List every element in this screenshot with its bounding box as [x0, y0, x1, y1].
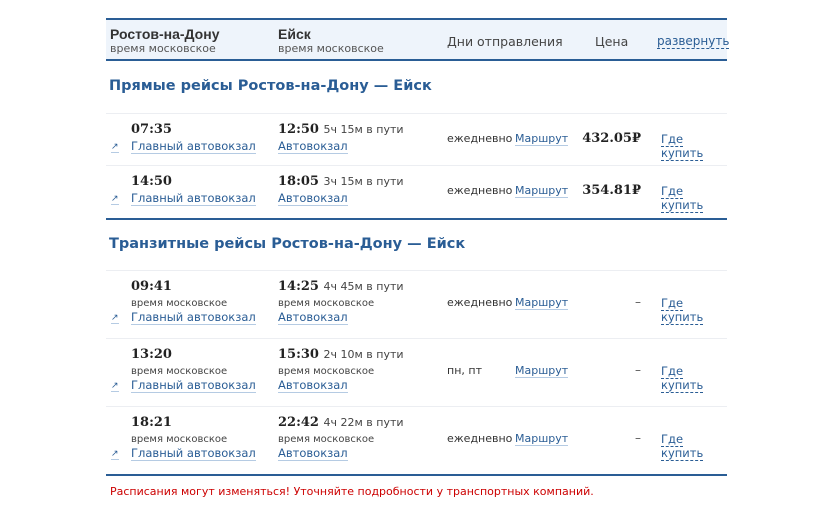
where-to-buy-link[interactable]: Где купить	[661, 364, 704, 393]
trip-duration: 2ч 10м в пути	[323, 348, 404, 361]
arrival-time: 18:05	[278, 174, 319, 189]
schedule-table: Ростов-на-Дону время московское Ейск время…	[106, 18, 730, 476]
route-link[interactable]: Маршрут	[515, 184, 569, 198]
departure-station-link[interactable]: Главный автовокзал	[131, 139, 256, 154]
arrival-time: 12:50	[278, 122, 319, 137]
departure-timezone: время московское	[131, 366, 228, 377]
external-link-icon[interactable]: ↗	[111, 142, 119, 153]
departure-timezone: время московское	[131, 298, 228, 309]
from-timezone: время московское	[110, 42, 216, 55]
route-link[interactable]: Маршрут	[515, 132, 569, 146]
departure-days: ежедневно	[447, 184, 513, 197]
trip-row: 07:35 ↗ Главный автовокзал 12:50 5ч 15м …	[106, 113, 727, 166]
departure-days: ежедневно	[447, 432, 513, 445]
trip-duration: 5ч 15м в пути	[323, 123, 404, 136]
ticket-price: 432.05₽	[582, 131, 641, 146]
expand-link[interactable]: развернуть	[657, 34, 730, 49]
arrival-time: 14:25	[278, 279, 319, 294]
trip-row: 13:20 время московское ↗ Главный автовок…	[106, 338, 727, 407]
trip-duration: 3ч 15м в пути	[323, 175, 404, 188]
route-link[interactable]: Маршрут	[515, 296, 569, 310]
trip-duration: 4ч 22м в пути	[323, 416, 404, 429]
external-link-icon[interactable]: ↗	[111, 194, 119, 205]
days-header: Дни отправления	[447, 34, 563, 49]
departure-days: ежедневно	[447, 132, 513, 145]
where-to-buy-link[interactable]: Где купить	[661, 132, 704, 161]
price-header: Цена	[595, 34, 629, 49]
arrival-station-link[interactable]: Автовокзал	[278, 446, 348, 461]
external-link-icon[interactable]: ↗	[111, 313, 119, 324]
external-link-icon[interactable]: ↗	[111, 381, 119, 392]
arrival-time: 22:42	[278, 415, 319, 430]
trip-row: 14:50 ↗ Главный автовокзал 18:05 3ч 15м …	[106, 165, 727, 218]
section-divider	[106, 474, 727, 476]
arrival-timezone: время московское	[278, 298, 375, 309]
departure-days: ежедневно	[447, 296, 513, 309]
transit-section-title: Транзитные рейсы Ростов-на-Дону — Ейск	[109, 236, 466, 252]
route-link[interactable]: Маршрут	[515, 364, 569, 378]
trip-row: 18:21 время московское ↗ Главный автовок…	[106, 406, 727, 475]
from-city: Ростов-на-Дону	[110, 26, 220, 42]
trip-duration: 4ч 45м в пути	[323, 280, 404, 293]
to-timezone: время московское	[278, 42, 384, 55]
departure-time: 18:21	[131, 415, 172, 430]
departure-station-link[interactable]: Главный автовокзал	[131, 446, 256, 461]
where-to-buy-link[interactable]: Где купить	[661, 184, 704, 213]
direct-section-title: Прямые рейсы Ростов-на-Дону — Ейск	[109, 78, 432, 94]
arrival-station-link[interactable]: Автовокзал	[278, 378, 348, 393]
ticket-price: –	[635, 295, 641, 309]
to-city: Ейск	[278, 26, 311, 42]
where-to-buy-link[interactable]: Где купить	[661, 296, 704, 325]
departure-station-link[interactable]: Главный автовокзал	[131, 378, 256, 393]
departure-time: 13:20	[131, 347, 172, 362]
departure-time: 07:35	[131, 122, 172, 137]
arrival-timezone: время московское	[278, 434, 375, 445]
external-link-icon[interactable]: ↗	[111, 449, 119, 460]
arrival-station-link[interactable]: Автовокзал	[278, 139, 348, 154]
arrival-time: 15:30	[278, 347, 319, 362]
arrival-station-link[interactable]: Автовокзал	[278, 191, 348, 206]
departure-time: 14:50	[131, 174, 172, 189]
section-divider	[106, 218, 727, 220]
schedule-notice: Расписания могут изменяться! Уточняйте п…	[110, 485, 594, 498]
where-to-buy-link[interactable]: Где купить	[661, 432, 704, 461]
trip-row: 09:41 время московское ↗ Главный автовок…	[106, 270, 727, 339]
departure-timezone: время московское	[131, 434, 228, 445]
departure-days: пн, пт	[447, 364, 482, 377]
arrival-station-link[interactable]: Автовокзал	[278, 310, 348, 325]
arrival-timezone: время московское	[278, 366, 375, 377]
ticket-price: –	[635, 431, 641, 445]
departure-station-link[interactable]: Главный автовокзал	[131, 191, 256, 206]
route-link[interactable]: Маршрут	[515, 432, 569, 446]
departure-time: 09:41	[131, 279, 172, 294]
ticket-price: –	[635, 363, 641, 377]
ticket-price: 354.81₽	[582, 183, 641, 198]
table-header: Ростов-на-Дону время московское Ейск время…	[106, 18, 730, 61]
departure-station-link[interactable]: Главный автовокзал	[131, 310, 256, 325]
